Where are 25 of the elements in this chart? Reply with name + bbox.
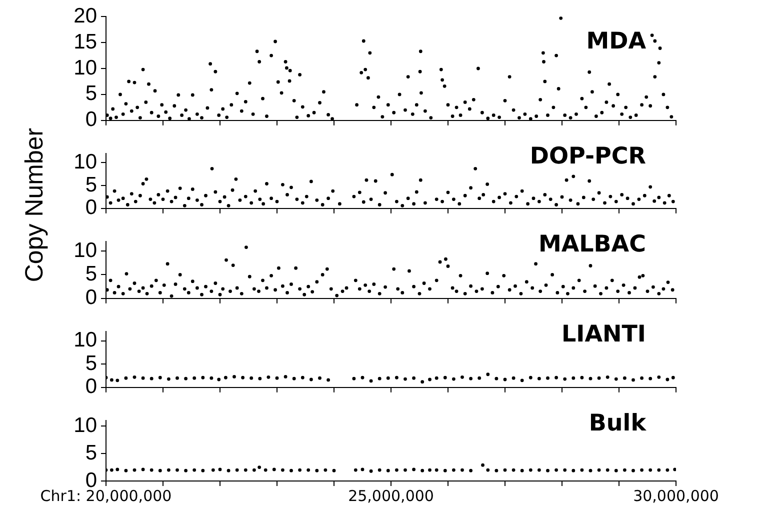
y-tick-label: 10 xyxy=(74,414,97,437)
y-tick-label: 5 xyxy=(85,352,97,375)
chart-title: Bulk xyxy=(588,410,647,437)
y-tick-label: 5 xyxy=(85,173,97,196)
y-tick-label: 0 xyxy=(85,286,97,310)
y-tick-label: 10 xyxy=(74,328,97,352)
y-axis-title: Copy Number xyxy=(20,128,50,282)
y-tick-label: 5 xyxy=(85,441,97,464)
y-tick-label: 10 xyxy=(74,238,97,262)
y-tick-label: 0 xyxy=(85,196,97,220)
chart-title: DOP-PCR xyxy=(530,144,646,170)
chart-title: LIANTI xyxy=(561,322,646,348)
x-tick-label: 30,000,000 xyxy=(633,486,719,505)
y-tick-label: 0 xyxy=(85,108,97,132)
y-tick-label: 5 xyxy=(85,262,97,286)
y-tick-label: 15 xyxy=(74,30,97,54)
chart-title: MALBAC xyxy=(538,232,646,258)
y-tick-label: 10 xyxy=(74,150,97,174)
y-tick-label: 0 xyxy=(85,375,97,398)
x-tick-label: 25,000,000 xyxy=(348,486,434,505)
y-tick-label: 10 xyxy=(74,56,97,80)
x-tick-label: Chr1: 20,000,000 xyxy=(40,486,172,505)
y-tick-label: 5 xyxy=(85,82,97,106)
text: MDA xyxy=(586,28,646,54)
y-tick-label: 20 xyxy=(74,4,97,28)
